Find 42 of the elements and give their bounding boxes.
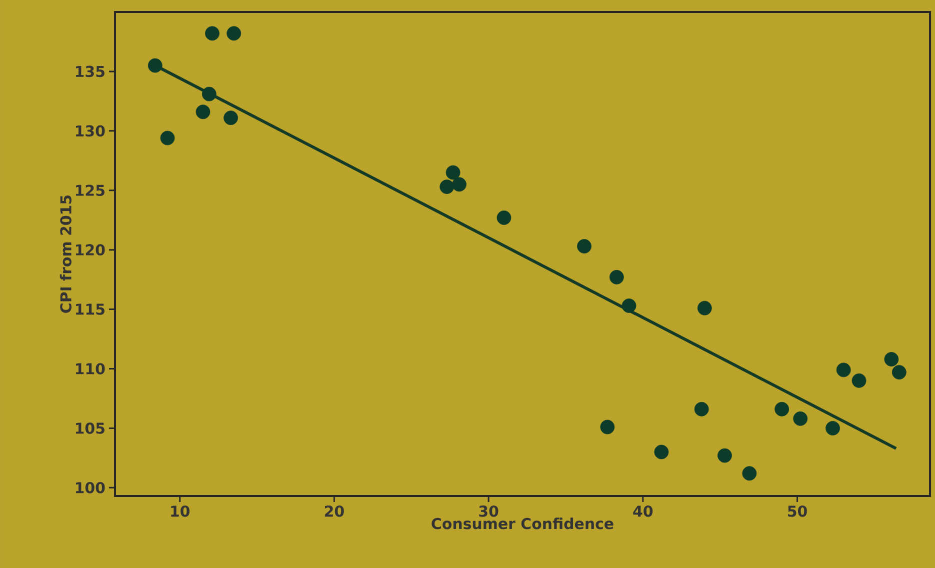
x-tick-label: 20 [324,506,344,517]
point [202,86,216,102]
point [440,180,454,194]
point [892,365,906,380]
point [600,420,615,434]
x-tick-label: 10 [171,506,190,517]
point [697,300,712,316]
y-tick-label: 120 [76,244,105,256]
y-tick-label: 135 [76,66,104,78]
point [205,26,220,41]
point [148,58,162,73]
y-tick-label: 110 [76,363,105,374]
point [793,411,808,426]
point [694,402,709,416]
point [196,104,210,120]
y-tick-label: 115 [76,304,104,315]
point [852,373,866,388]
point [226,26,242,41]
point [884,352,899,366]
point [496,210,512,225]
y-tick-label: 105 [76,422,104,434]
point [654,444,669,460]
point [774,402,790,416]
point [836,362,851,378]
y-tick-label: 130 [76,125,105,137]
point [577,239,592,254]
point [446,165,460,180]
point [742,466,757,481]
point [622,298,636,313]
x-tick-label: 40 [633,506,653,517]
point [609,270,624,284]
x-tick-label: 30 [479,506,498,517]
point [826,421,840,436]
y-tick-label: 100 [76,482,105,494]
point [718,448,732,463]
y-tick-label: 125 [76,184,104,196]
point [160,130,175,146]
x-axis-title: Consumer Confidence [432,518,614,530]
point [452,177,466,192]
x-tick-label: 50 [788,506,807,517]
y-axis-title: CPI from 2015 [60,195,72,313]
point [224,110,238,126]
